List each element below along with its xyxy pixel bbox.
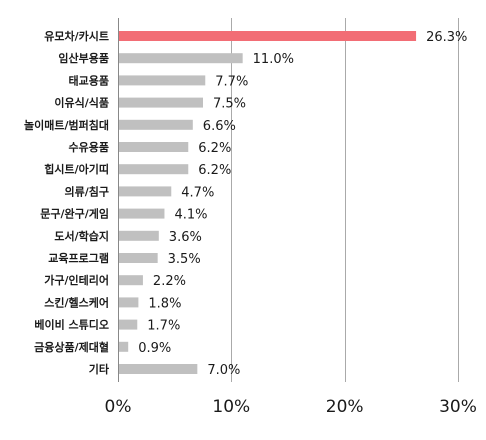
category-label: 임산부용품: [58, 51, 109, 65]
bar: [119, 119, 193, 130]
value-label: 7.5%: [213, 97, 246, 112]
category-label: 의류/침구: [65, 184, 110, 198]
value-label: 4.1%: [174, 208, 207, 223]
bar-layer: [119, 31, 417, 374]
value-label: 4.7%: [181, 185, 214, 200]
category-label: 도서/학습지: [54, 229, 109, 243]
bar: [119, 230, 159, 241]
category-label: 금융상품/제대혈: [34, 340, 109, 354]
bar: [119, 364, 198, 374]
value-label: 3.5%: [168, 252, 201, 267]
category-label: 수유용품: [69, 141, 109, 154]
value-label: 6.2%: [198, 163, 231, 178]
bar: [119, 186, 172, 197]
category-label: 이유식/식품: [54, 96, 109, 110]
value-label: 7.0%: [207, 363, 240, 378]
value-label: 6.2%: [198, 141, 231, 156]
value-label: 7.7%: [215, 74, 248, 89]
bar: [119, 142, 189, 152]
bar: [119, 319, 138, 330]
x-tick-label-layer: 0% 10% 20% 30%: [105, 397, 477, 417]
value-label: 1.8%: [148, 296, 181, 311]
bar: [119, 297, 139, 308]
category-label: 놀이매트/범퍼침대: [24, 118, 109, 132]
category-label: 베이비 스튜디오: [34, 318, 109, 332]
category-label: 교육프로그램: [48, 251, 109, 265]
value-label: 0.9%: [138, 341, 171, 356]
category-label: 가구/인테리어: [44, 273, 109, 287]
bar: [119, 341, 129, 352]
bar: [119, 53, 243, 64]
bar: [119, 97, 203, 108]
x-tick-label: 10%: [212, 397, 250, 417]
bar: [119, 253, 158, 263]
x-tick-label: 0%: [105, 397, 132, 417]
bar: [119, 208, 165, 219]
category-label-layer: 유모차/카시트임산부용품태교용품이유식/식품놀이매트/범퍼침대수유용품힙시트/아…: [24, 29, 110, 376]
value-label: 1.7%: [147, 319, 180, 334]
bar: [119, 75, 206, 86]
bar: [119, 164, 189, 175]
category-label: 유모차/카시트: [44, 29, 109, 43]
value-label-layer: 26.3% 11.0% 7.7% 7.5% 6.6% 6.2% 6.2% 4.7% 4.1% 3.…: [138, 30, 467, 378]
value-label: 11.0%: [253, 52, 294, 67]
category-label: 힙시트/아기띠: [44, 162, 109, 176]
category-label: 스킨/헬스케어: [44, 295, 109, 309]
bar: [119, 275, 143, 286]
category-label: 태교용품: [69, 73, 109, 87]
value-label: 2.2%: [153, 274, 186, 289]
grid-layer: [118, 18, 459, 382]
value-label: 6.6%: [203, 119, 236, 134]
value-label: 26.3%: [426, 30, 467, 45]
x-tick-label: 20%: [326, 397, 364, 417]
x-tick-label: 30%: [439, 397, 477, 417]
value-label: 3.6%: [169, 230, 202, 245]
bar-highlight: [119, 31, 417, 41]
category-label: 문구/완구/게임: [40, 207, 109, 221]
category-label: 기타: [89, 362, 110, 376]
